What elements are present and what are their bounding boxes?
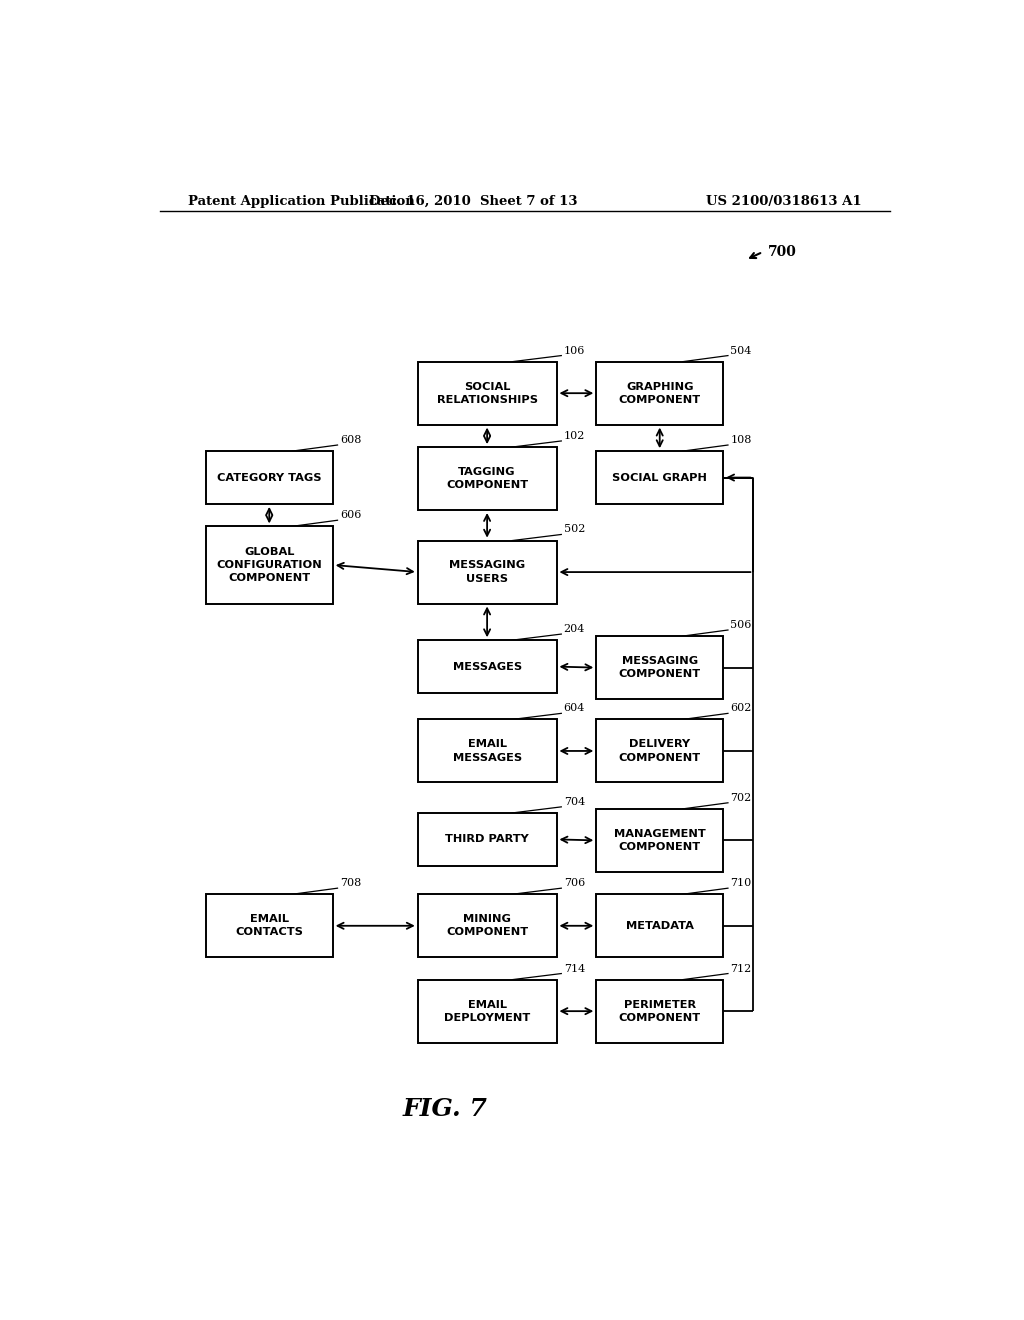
Bar [418, 894, 557, 957]
Text: EMAIL
CONTACTS: EMAIL CONTACTS [236, 915, 303, 937]
Text: 700: 700 [768, 246, 797, 259]
Text: 504: 504 [730, 346, 752, 355]
Text: 704: 704 [563, 797, 585, 807]
Text: 712: 712 [730, 964, 752, 974]
Text: 506: 506 [730, 620, 752, 630]
Bar [418, 541, 557, 603]
Text: 702: 702 [730, 793, 752, 803]
Text: MESSAGING
USERS: MESSAGING USERS [450, 561, 525, 583]
Text: GRAPHING
COMPONENT: GRAPHING COMPONENT [618, 381, 700, 405]
Text: 502: 502 [563, 524, 585, 535]
Text: 604: 604 [563, 704, 585, 713]
Text: Dec. 16, 2010  Sheet 7 of 13: Dec. 16, 2010 Sheet 7 of 13 [369, 194, 578, 207]
Bar [418, 362, 557, 425]
Bar [418, 447, 557, 510]
Text: 708: 708 [340, 878, 361, 888]
Text: 714: 714 [563, 964, 585, 974]
Text: TAGGING
COMPONENT: TAGGING COMPONENT [446, 467, 528, 490]
Text: SOCIAL
RELATIONSHIPS: SOCIAL RELATIONSHIPS [436, 381, 538, 405]
Bar [596, 719, 723, 783]
Text: DELIVERY
COMPONENT: DELIVERY COMPONENT [618, 739, 700, 763]
Text: 706: 706 [563, 878, 585, 888]
Bar [206, 894, 333, 957]
Text: MESSAGING
COMPONENT: MESSAGING COMPONENT [618, 656, 700, 680]
Text: 102: 102 [563, 430, 585, 441]
Text: MANAGEMENT
COMPONENT: MANAGEMENT COMPONENT [613, 829, 706, 851]
Text: THIRD PARTY: THIRD PARTY [445, 834, 529, 845]
Text: 606: 606 [340, 511, 361, 520]
Text: EMAIL
DEPLOYMENT: EMAIL DEPLOYMENT [444, 999, 530, 1023]
Text: 108: 108 [730, 436, 752, 445]
Text: 608: 608 [340, 436, 361, 445]
Text: 602: 602 [730, 704, 752, 713]
Text: US 2100/0318613 A1: US 2100/0318613 A1 [707, 194, 862, 207]
Bar [418, 979, 557, 1043]
Text: PERIMETER
COMPONENT: PERIMETER COMPONENT [618, 999, 700, 1023]
Bar [206, 527, 333, 603]
Text: FIG. 7: FIG. 7 [403, 1097, 487, 1121]
Text: GLOBAL
CONFIGURATION
COMPONENT: GLOBAL CONFIGURATION COMPONENT [216, 546, 323, 583]
Text: 710: 710 [730, 878, 752, 888]
Text: EMAIL
MESSAGES: EMAIL MESSAGES [453, 739, 521, 763]
Bar [596, 636, 723, 700]
Text: 106: 106 [563, 346, 585, 355]
Text: 204: 204 [563, 624, 585, 634]
Text: METADATA: METADATA [626, 921, 693, 931]
Bar [596, 809, 723, 873]
Bar [596, 979, 723, 1043]
Text: CATEGORY TAGS: CATEGORY TAGS [217, 473, 322, 483]
Text: Patent Application Publication: Patent Application Publication [187, 194, 415, 207]
Bar [596, 451, 723, 504]
Text: MINING
COMPONENT: MINING COMPONENT [446, 915, 528, 937]
Text: SOCIAL GRAPH: SOCIAL GRAPH [612, 473, 708, 483]
Bar [418, 640, 557, 693]
Bar [418, 719, 557, 783]
Bar [206, 451, 333, 504]
Bar [418, 813, 557, 866]
Text: MESSAGES: MESSAGES [453, 661, 521, 672]
Bar [596, 362, 723, 425]
Bar [596, 894, 723, 957]
